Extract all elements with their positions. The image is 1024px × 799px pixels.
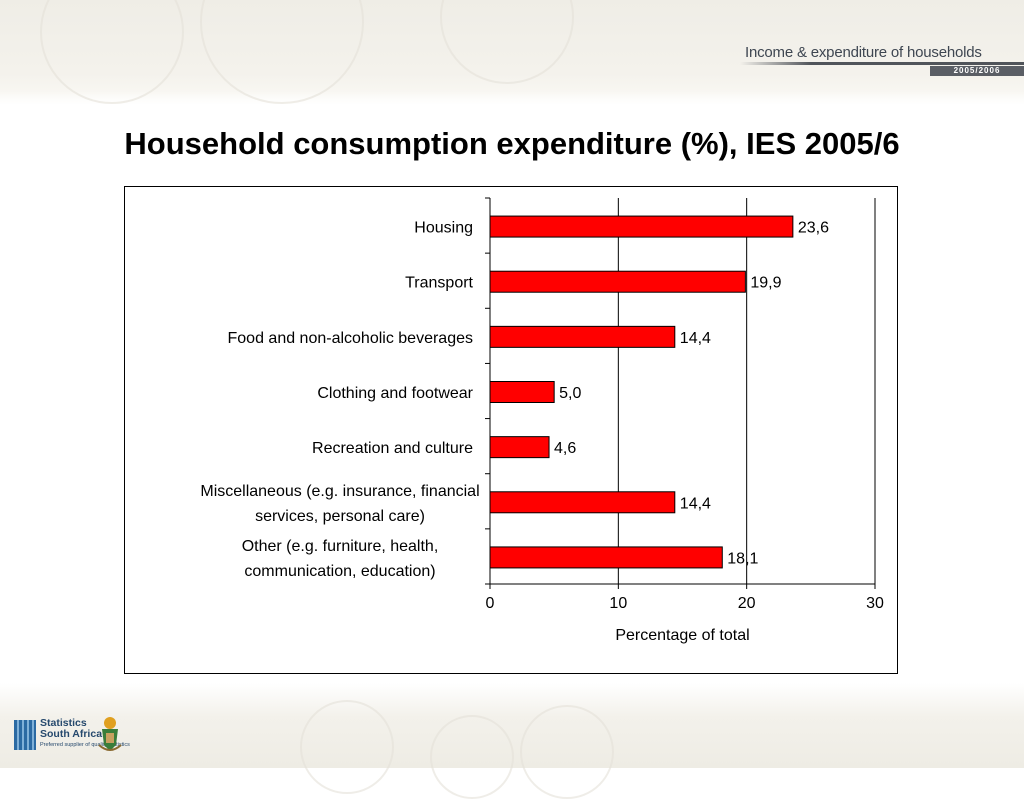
bar-value-label: 4,6: [554, 440, 576, 457]
stats-sa-logo-icon: [14, 720, 36, 750]
stats-sa-logo: Statistics South Africa Preferred suppli…: [14, 718, 130, 758]
category-label: services, personal care): [255, 508, 425, 525]
bar: [489, 381, 555, 403]
bar-value-label: 14,4: [680, 330, 711, 347]
coat-of-arms-icon: [98, 717, 122, 751]
x-axis-title: Percentage of total: [615, 627, 749, 644]
bar-chart: 0 10 20 30 Percentage of total 23,6 Housing 19,…: [200, 197, 884, 644]
bar: [489, 546, 723, 569]
header-banner-year: 2005/2006: [953, 66, 1001, 75]
stats-sa-tagline: Preferred supplier of quality statistics: [40, 742, 130, 748]
bar: [489, 491, 676, 514]
decorative-coin-outline: [300, 700, 394, 794]
bar: [489, 325, 676, 348]
bar-value-label: 23,6: [798, 220, 829, 237]
stats-sa-name-line2: South Africa: [40, 728, 103, 740]
bar-value-label: 5,0: [559, 385, 581, 402]
bar-value-label: 18,1: [727, 550, 758, 567]
category-label: Food and non-alcoholic beverages: [228, 330, 474, 347]
x-tick-label: 30: [866, 595, 884, 612]
bar-value-label: 14,4: [680, 495, 711, 512]
decorative-coin-outline: [430, 715, 514, 799]
decorative-coin-outline: [520, 705, 614, 799]
stats-sa-logo-text: Statistics South Africa: [40, 718, 102, 740]
category-label: Recreation and culture: [312, 440, 473, 457]
bar: [489, 436, 550, 459]
slide-title: Household consumption expenditure (%), I…: [124, 126, 900, 161]
x-tick-label: 0: [486, 595, 495, 612]
bar-value-label: 19,9: [750, 275, 781, 292]
category-label: Transport: [405, 275, 473, 292]
header-year-bar: [930, 66, 1024, 76]
bar: [489, 215, 794, 238]
x-tick-label: 10: [609, 595, 627, 612]
category-label: Miscellaneous (e.g. insurance, financial: [200, 483, 479, 500]
x-tick-label: 20: [738, 595, 756, 612]
stats-sa-name-line1: Statistics: [40, 717, 87, 729]
bar: [489, 270, 746, 293]
header-banner-text: Income & expenditure of households: [745, 44, 982, 61]
chart-frame: [124, 186, 898, 674]
category-label: Clothing and footwear: [317, 385, 473, 402]
header-banner-rule: [740, 62, 1024, 65]
category-label: Housing: [414, 220, 473, 237]
category-label: Other (e.g. furniture, health,: [242, 538, 439, 555]
category-label: communication, education): [244, 563, 435, 580]
